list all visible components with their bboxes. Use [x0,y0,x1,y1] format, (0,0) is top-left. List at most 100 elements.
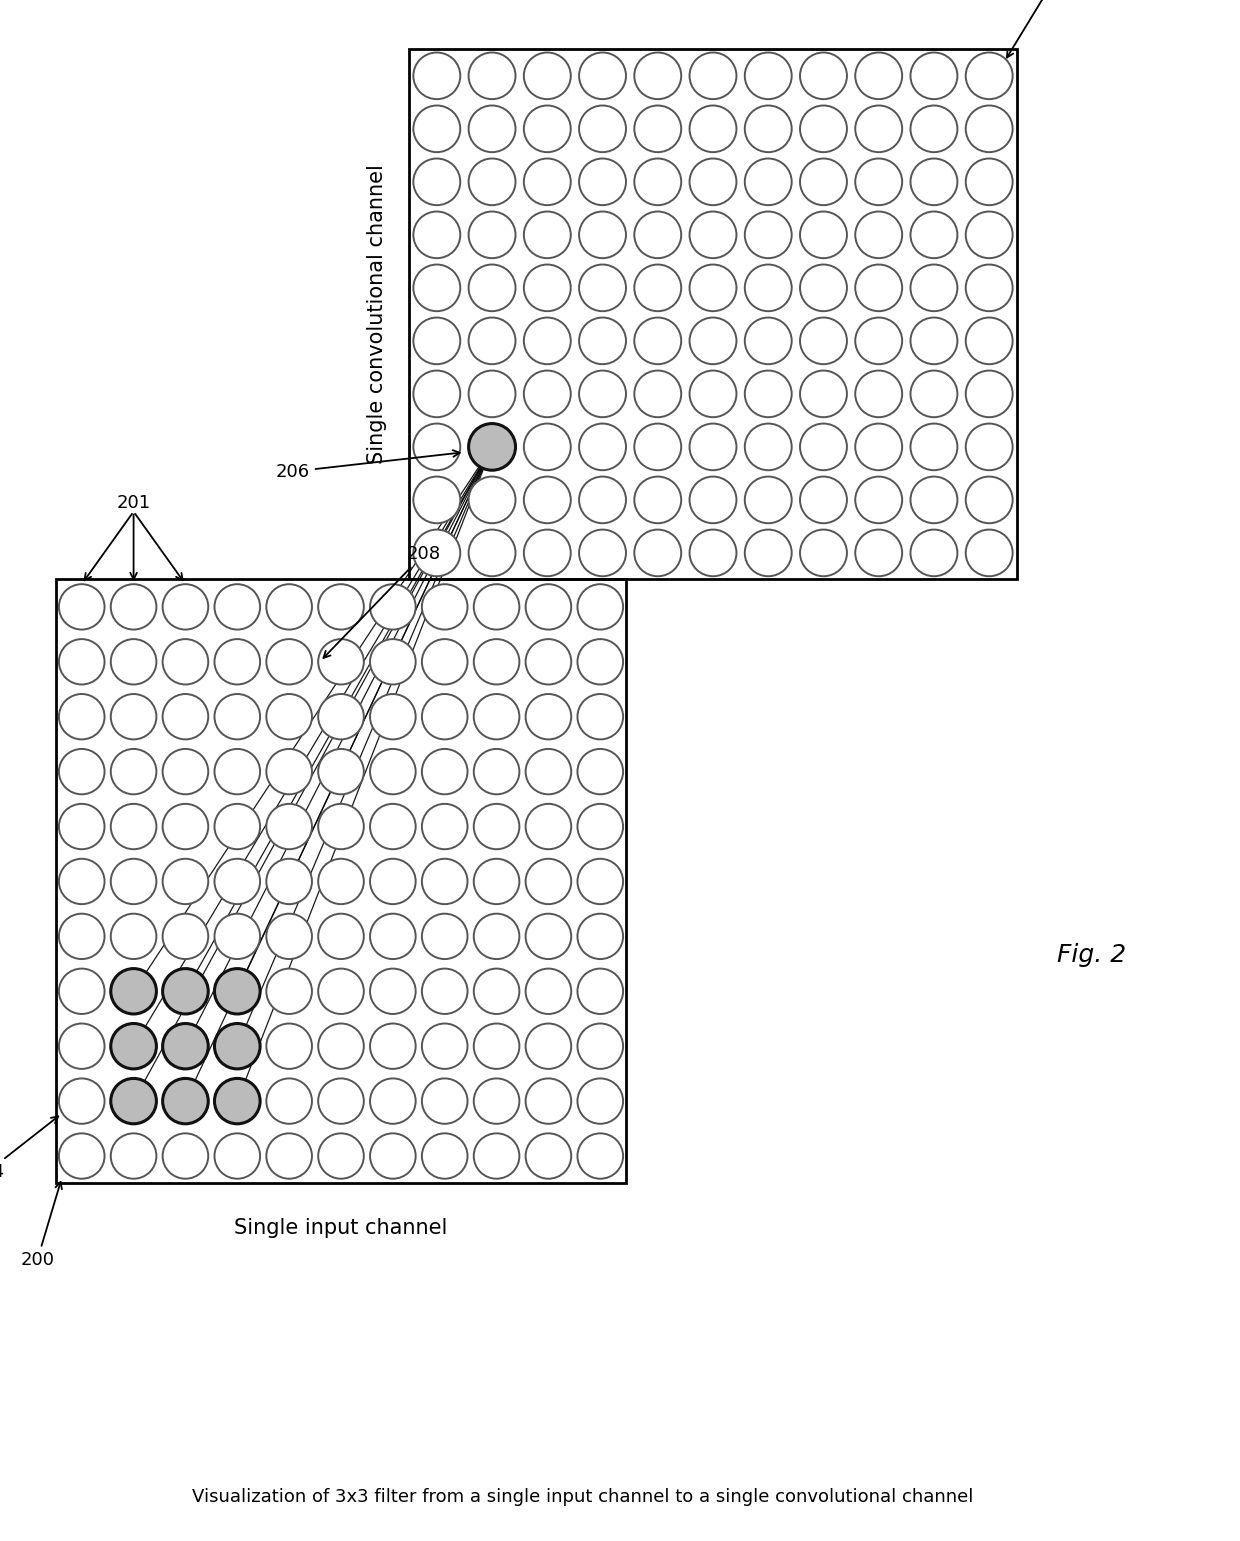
Circle shape [526,1023,572,1069]
Circle shape [579,424,626,470]
Circle shape [578,858,622,905]
Circle shape [469,476,516,524]
Circle shape [745,424,791,470]
Circle shape [469,211,516,259]
Circle shape [578,804,622,849]
Circle shape [413,159,460,205]
Circle shape [856,530,903,576]
Circle shape [60,804,104,849]
Circle shape [745,159,791,205]
Circle shape [523,105,570,153]
Circle shape [215,1023,260,1069]
Text: 202: 202 [1007,0,1076,57]
Circle shape [856,52,903,99]
Circle shape [110,1023,156,1069]
Circle shape [215,858,260,905]
Circle shape [579,105,626,153]
Circle shape [110,1133,156,1179]
Text: 208: 208 [324,546,441,658]
Circle shape [215,1133,260,1179]
Circle shape [110,1079,156,1123]
Circle shape [162,640,208,684]
Circle shape [370,584,415,630]
Circle shape [745,530,791,576]
Circle shape [469,370,516,418]
Circle shape [319,914,363,959]
Circle shape [635,370,681,418]
Circle shape [689,211,737,259]
Circle shape [215,969,260,1014]
Circle shape [966,370,1013,418]
Circle shape [800,317,847,364]
Circle shape [635,530,681,576]
Circle shape [319,584,363,630]
Circle shape [856,476,903,524]
Circle shape [635,105,681,153]
Circle shape [162,914,208,959]
Circle shape [60,749,104,794]
Circle shape [413,530,460,576]
Circle shape [966,317,1013,364]
Circle shape [910,317,957,364]
Circle shape [110,914,156,959]
Circle shape [60,1023,104,1069]
Circle shape [162,1079,208,1123]
Circle shape [469,159,516,205]
Circle shape [856,370,903,418]
Circle shape [162,804,208,849]
Circle shape [215,584,260,630]
Circle shape [267,584,312,630]
Circle shape [422,804,467,849]
Circle shape [523,265,570,311]
Circle shape [526,858,572,905]
Circle shape [319,640,363,684]
Text: 200: 200 [20,1182,62,1270]
Circle shape [413,265,460,311]
Circle shape [800,265,847,311]
Circle shape [966,424,1013,470]
Circle shape [635,211,681,259]
Circle shape [689,370,737,418]
Circle shape [526,584,572,630]
Circle shape [413,52,460,99]
Circle shape [474,693,520,740]
Bar [409,49,1017,579]
Circle shape [579,52,626,99]
Circle shape [910,370,957,418]
Circle shape [474,804,520,849]
Circle shape [578,1023,622,1069]
Text: Single convolutional channel: Single convolutional channel [367,165,387,464]
Circle shape [60,1079,104,1123]
Circle shape [370,1023,415,1069]
Circle shape [422,1133,467,1179]
Circle shape [370,914,415,959]
Circle shape [689,159,737,205]
Circle shape [523,159,570,205]
Circle shape [966,52,1013,99]
Circle shape [689,52,737,99]
Circle shape [162,969,208,1014]
Circle shape [267,914,312,959]
Circle shape [162,1023,208,1069]
Circle shape [745,476,791,524]
Circle shape [422,584,467,630]
Circle shape [267,1023,312,1069]
Circle shape [966,159,1013,205]
Circle shape [689,424,737,470]
Circle shape [469,105,516,153]
Circle shape [966,476,1013,524]
Circle shape [745,370,791,418]
Circle shape [579,159,626,205]
Circle shape [966,105,1013,153]
Circle shape [635,476,681,524]
Circle shape [800,530,847,576]
Circle shape [413,476,460,524]
Circle shape [745,105,791,153]
Circle shape [523,370,570,418]
Circle shape [469,530,516,576]
Circle shape [215,749,260,794]
Circle shape [579,211,626,259]
Circle shape [413,317,460,364]
Circle shape [422,1079,467,1123]
Circle shape [370,1133,415,1179]
